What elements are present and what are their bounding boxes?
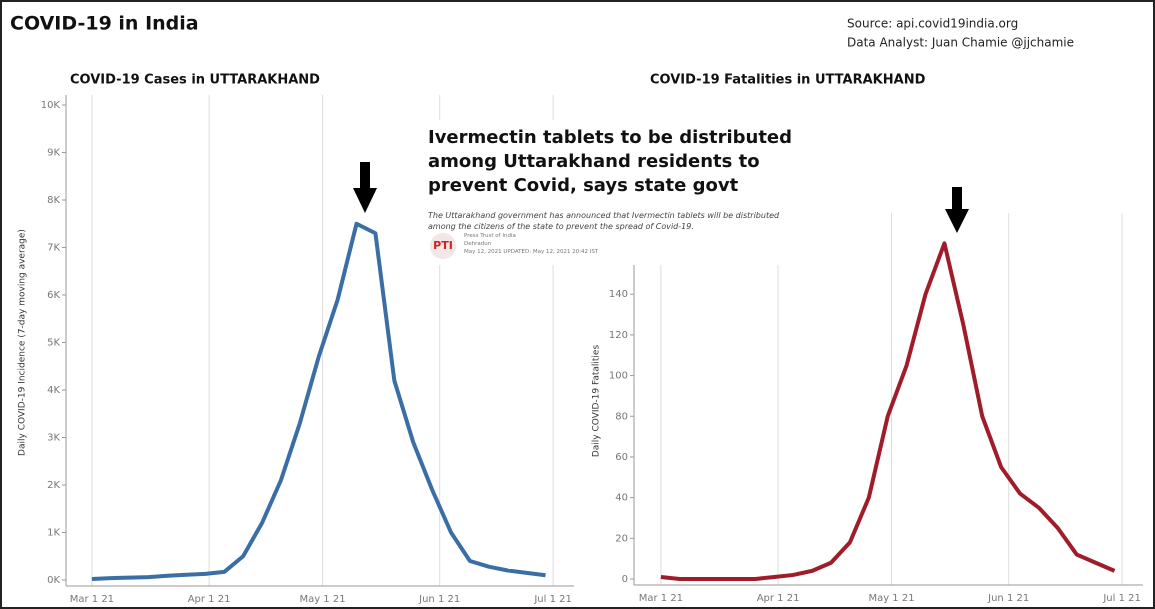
chart-title: COVID-19 Fatalities in UTTARAKHAND bbox=[650, 73, 926, 88]
y-tick-label: 20 bbox=[615, 533, 628, 544]
y-axis-label: Daily COVID-19 Fatalities bbox=[592, 345, 602, 458]
y-tick-label: 40 bbox=[615, 493, 628, 504]
x-tick-label: Jun 1 21 bbox=[987, 593, 1029, 604]
y-tick-label: 100 bbox=[609, 371, 628, 382]
arrow bbox=[945, 187, 969, 233]
x-tick-label: Mar 1 21 bbox=[639, 593, 683, 604]
x-tick-label: Jul 1 21 bbox=[1102, 593, 1141, 604]
source: Source: api.covid19india.org bbox=[847, 17, 1018, 31]
page-title: COVID-19 in India bbox=[10, 13, 199, 35]
y-tick-label: 9K bbox=[47, 148, 60, 159]
y-tick-label: 8K bbox=[47, 195, 60, 206]
byline: PTI Press Trust of India Dehradun May 12… bbox=[430, 232, 599, 259]
y-tick-label: 5K bbox=[47, 338, 60, 349]
y-tick-label: 3K bbox=[47, 433, 60, 444]
x-tick-label: May 1 21 bbox=[299, 594, 345, 605]
x-tick-label: Apr 1 21 bbox=[188, 594, 231, 605]
agency: Press Trust of India bbox=[464, 233, 516, 239]
y-tick-label: 120 bbox=[609, 330, 628, 341]
y-tick-label: 7K bbox=[47, 243, 60, 254]
logo: PTI bbox=[430, 233, 456, 259]
data-line bbox=[660, 241, 1116, 581]
date: May 12, 2021 UPDATED: May 12, 2021 20:42… bbox=[464, 249, 599, 255]
news-card: Ivermectin tablets to be distributed amo… bbox=[422, 120, 794, 265]
place: Dehradun bbox=[464, 241, 492, 247]
y-tick-label: 0 bbox=[622, 574, 628, 585]
y-tick-label: 6K bbox=[47, 290, 60, 301]
news-headline: Ivermectin tablets to be distributed amo… bbox=[428, 127, 793, 196]
y-tick-label: 4K bbox=[47, 385, 60, 396]
analyst: Data Analyst: Juan Chamie @jjchamie bbox=[847, 36, 1074, 50]
y-tick-label: 140 bbox=[609, 289, 628, 300]
arrow bbox=[353, 162, 377, 213]
y-tick-label: 60 bbox=[615, 452, 628, 463]
y-tick-label: 80 bbox=[615, 411, 628, 422]
x-tick-label: May 1 21 bbox=[868, 593, 914, 604]
chart-title: COVID-19 Cases in UTTARAKHAND bbox=[70, 73, 320, 88]
x-tick-label: Jul 1 21 bbox=[533, 594, 572, 605]
y-axis-label: Daily COVID-19 Incidence (7-day moving a… bbox=[18, 229, 28, 456]
x-tick-label: Apr 1 21 bbox=[757, 593, 800, 604]
y-tick-label: 10K bbox=[41, 100, 61, 111]
x-tick-label: Mar 1 21 bbox=[70, 594, 114, 605]
y-tick-label: 0K bbox=[47, 575, 60, 586]
y-tick-label: 1K bbox=[47, 528, 60, 539]
data-line bbox=[91, 221, 546, 582]
news-summary: The Uttarakhand government has announced… bbox=[428, 211, 780, 231]
y-tick-label: 2K bbox=[47, 480, 60, 491]
x-tick-label: Jun 1 21 bbox=[418, 594, 460, 605]
